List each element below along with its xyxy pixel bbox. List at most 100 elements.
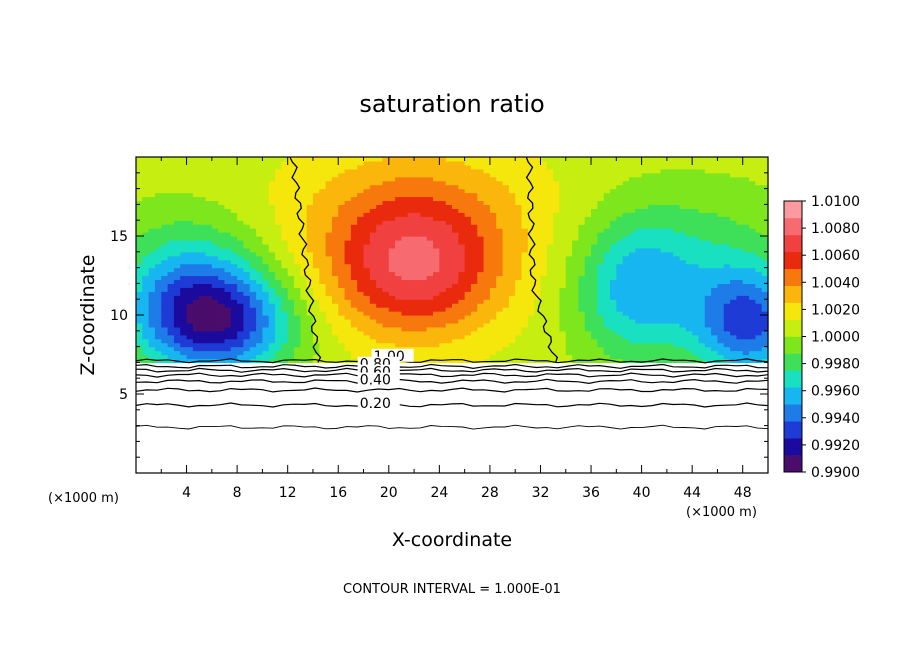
field-cell (401, 176, 409, 182)
field-cell (249, 208, 257, 213)
field-cell (508, 208, 516, 213)
field-cell (521, 291, 529, 296)
field-cell (180, 176, 188, 182)
field-cell (300, 220, 308, 225)
field-cell (508, 239, 516, 245)
field-cell (142, 342, 150, 348)
field-cell (363, 330, 371, 336)
field-cell (723, 160, 731, 166)
field-cell (597, 283, 605, 288)
field-cell (439, 275, 447, 281)
field-cell (199, 164, 207, 170)
field-cell (502, 176, 510, 182)
field-cell (439, 200, 447, 205)
field-cell (704, 196, 712, 202)
field-cell (350, 267, 358, 273)
field-cell (249, 164, 257, 170)
field-cell (192, 303, 200, 308)
field-cell (224, 184, 232, 190)
field-cell (704, 326, 712, 332)
field-cell (237, 168, 245, 174)
field-cell (711, 318, 719, 324)
field-cell (559, 160, 567, 166)
field-cell (635, 299, 643, 304)
field-cell (565, 228, 573, 233)
field-cell (344, 283, 352, 288)
field-cell (591, 247, 598, 253)
field-cell (426, 287, 434, 292)
field-cell (414, 291, 421, 296)
field-cell (268, 275, 276, 281)
field-cell (534, 271, 542, 277)
field-cell (344, 192, 352, 198)
field-cell (521, 220, 529, 225)
field-cell (502, 251, 510, 257)
field-cell (477, 160, 485, 166)
field-cell (369, 318, 377, 324)
field-cell (275, 216, 282, 221)
field-cell (553, 279, 561, 284)
field-cell (192, 322, 200, 328)
field-cell (205, 295, 213, 300)
field-cell (426, 263, 434, 269)
field-cell (603, 330, 611, 336)
field-cell (704, 251, 712, 257)
field-cell (338, 220, 346, 225)
field-cell (470, 287, 478, 292)
field-cell (553, 255, 561, 261)
field-cell (312, 322, 320, 328)
field-cell (515, 188, 523, 194)
field-cell (148, 168, 156, 174)
field-cell (445, 259, 453, 265)
field-cell (338, 291, 346, 296)
field-cell (628, 164, 636, 170)
field-cell (287, 251, 295, 257)
field-cell (572, 350, 579, 356)
field-cell (508, 318, 516, 324)
field-cell (464, 164, 472, 170)
field-cell (243, 224, 251, 229)
field-cell (319, 157, 327, 162)
field-cell (294, 295, 301, 300)
field-cell (679, 216, 687, 221)
field-cell (262, 212, 270, 217)
field-cell (698, 251, 706, 257)
field-cell (445, 232, 453, 237)
field-cell (224, 164, 232, 170)
field-cell (603, 263, 611, 269)
field-cell (692, 326, 700, 332)
field-cell (641, 318, 649, 324)
field-cell (578, 299, 586, 304)
field-cell (578, 350, 586, 356)
field-cell (154, 255, 162, 261)
field-cell (622, 346, 630, 352)
field-cell (369, 192, 377, 198)
field-cell (464, 196, 472, 202)
field-cell (521, 196, 529, 202)
field-cell (540, 192, 548, 198)
field-cell (591, 204, 598, 209)
field-cell (268, 200, 276, 205)
field-cell (622, 259, 630, 265)
field-cell (565, 259, 573, 265)
field-cell (603, 338, 611, 344)
field-cell (420, 157, 428, 162)
field-cell (237, 196, 245, 202)
field-cell (508, 342, 516, 348)
field-cell (723, 251, 731, 257)
field-cell (426, 283, 434, 288)
field-cell (603, 350, 611, 356)
field-cell (414, 228, 421, 233)
field-cell (660, 295, 668, 300)
field-cell (420, 200, 428, 205)
field-cell (180, 157, 188, 162)
field-cell (218, 315, 226, 320)
field-cell (635, 196, 643, 202)
field-cell (635, 160, 643, 166)
field-cell (584, 259, 592, 265)
field-cell (420, 236, 428, 241)
field-cell (142, 275, 150, 281)
field-cell (407, 216, 415, 221)
field-cell (180, 318, 188, 324)
field-cell (192, 263, 200, 269)
